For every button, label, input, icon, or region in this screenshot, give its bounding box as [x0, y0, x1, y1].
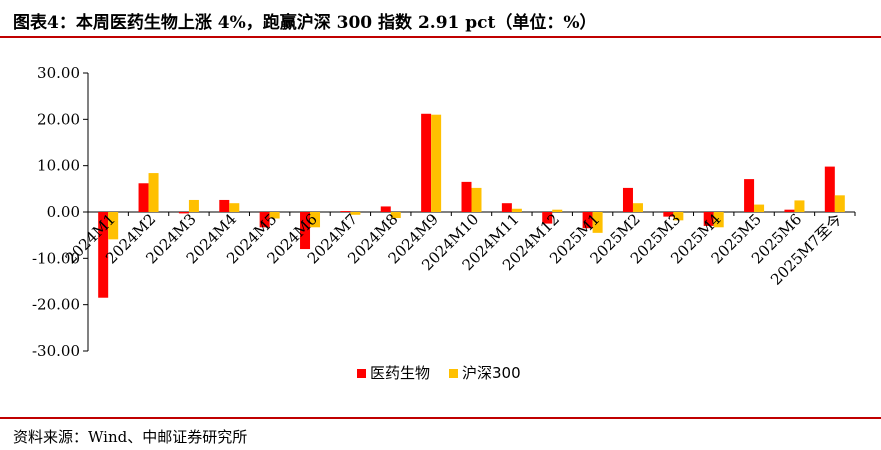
source-note: 资料来源：Wind、中邮证券研究所	[13, 428, 248, 446]
bar-pharma-2024M7	[340, 211, 351, 212]
y-tick-label: -30.00	[32, 342, 80, 360]
y-tick-label: -20.00	[32, 296, 80, 314]
footer-rule	[0, 417, 881, 419]
x-category-label: 2025M7至今	[767, 210, 846, 289]
bar-pharma-2025M6	[784, 209, 795, 212]
bar-pharma-2024M3	[178, 212, 189, 214]
legend-swatch	[357, 369, 366, 378]
category-labels: 2024M12024M22024M32024M42024M52024M62024…	[62, 210, 846, 289]
bars	[98, 113, 845, 298]
title-rule	[0, 36, 881, 38]
bar-csi300-2025M6	[794, 200, 805, 212]
bar-pharma-2024M9	[421, 113, 432, 212]
bar-pharma-2024M12	[542, 212, 553, 224]
bar-csi300-2025M1	[592, 212, 603, 233]
bar-csi300-2025M4	[713, 212, 724, 228]
bar-csi300-2024M9	[431, 114, 442, 212]
bar-csi300-2025M5	[754, 204, 765, 212]
y-tick-label: 10.00	[37, 157, 80, 175]
y-tick-label: 20.00	[37, 110, 80, 128]
legend-label: 医药生物	[370, 364, 430, 382]
bar-csi300-2024M5	[269, 212, 280, 219]
bar-pharma-2025M1	[582, 212, 593, 229]
bar-pharma-2024M1	[98, 212, 109, 298]
legend: 医药生物 沪深300	[357, 364, 521, 382]
bar-csi300-2024M6	[310, 212, 321, 228]
bar-pharma-2025M5	[744, 179, 755, 212]
bar-pharma-2024M8	[380, 206, 391, 212]
bar-csi300-2024M12	[552, 209, 563, 212]
bar-pharma-2024M5	[259, 212, 270, 228]
bar-csi300-2025M2	[632, 203, 643, 212]
bar-csi300-2024M1	[108, 212, 119, 240]
chart-title: 图表4：本周医药生物上涨 4%，跑赢沪深 300 指数 2.91 pct（单位：…	[13, 13, 597, 33]
bar-pharma-2025M3	[663, 212, 674, 217]
bar-csi300-2024M2	[148, 173, 159, 212]
bar-chart: 30.00 20.00 10.00 0.00 -10.00 -20.00 -30.00 20…	[32, 64, 856, 382]
y-tick-label: 30.00	[37, 64, 80, 82]
y-tick-label: 0.00	[47, 203, 80, 221]
bar-pharma-2024M10	[461, 181, 472, 212]
bar-pharma-2025M2	[622, 187, 633, 212]
bar-pharma-2024M6	[300, 212, 311, 250]
bar-pharma-2024M4	[219, 199, 230, 212]
bar-pharma-2025M7至今	[824, 166, 835, 212]
legend-label: 沪深300	[462, 364, 521, 382]
bar-csi300-2024M8	[390, 212, 401, 219]
bar-pharma-2024M2	[138, 183, 149, 212]
y-tick-label: -10.00	[32, 249, 80, 267]
bar-pharma-2025M4	[703, 212, 714, 226]
legend-swatch	[449, 369, 458, 378]
bar-csi300-2024M7	[350, 212, 361, 215]
bar-csi300-2025M7至今	[834, 195, 845, 212]
y-axis: 30.00 20.00 10.00 0.00 -10.00 -20.00 -30.00	[32, 64, 89, 360]
bar-csi300-2024M3	[188, 199, 199, 212]
bar-pharma-2024M11	[501, 203, 512, 212]
bar-csi300-2024M4	[229, 203, 240, 212]
bar-csi300-2024M11	[511, 208, 522, 212]
bar-csi300-2024M10	[471, 187, 482, 212]
bar-csi300-2025M3	[673, 212, 684, 221]
